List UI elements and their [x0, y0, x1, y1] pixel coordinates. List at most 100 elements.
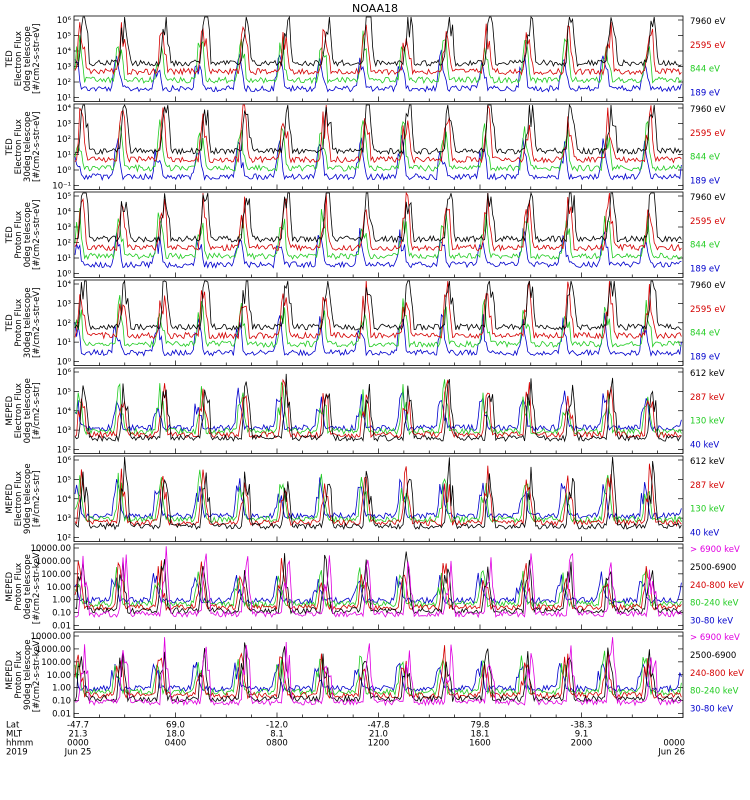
trace-7960-ev [74, 279, 682, 332]
trace-844-ev [74, 295, 682, 349]
x-tick-value-hhmm: 2000 [571, 739, 593, 749]
legend-entry: 189 eV [690, 353, 720, 363]
y-tick-label: 10⁴ [57, 280, 72, 290]
legend-entry: 189 eV [690, 265, 720, 275]
y-axis-label-line: Electron Flux [14, 383, 24, 438]
y-tick-label: 10⁻¹ [52, 182, 71, 192]
y-axis-label: TED Electron Flux 0deg telescope [#/cm2-s-s… [5, 24, 42, 94]
x-tick-value-mlt: 9.1 [575, 730, 589, 740]
y-tick-label: 10.00 [47, 671, 71, 681]
y-axis-label: MEPED Electron Flux 90deg telescope [#/cm2-… [5, 463, 42, 534]
trace-2595-ev [74, 280, 682, 340]
y-tick-label: 0.10 [52, 697, 71, 707]
trace--6900-kev [74, 546, 682, 619]
y-tick-label: 10⁵ [57, 387, 71, 397]
x-tick-value-hhmm: 1600 [469, 739, 491, 749]
y-tick-label: 1.00 [52, 684, 71, 694]
y-axis-label-line: 90deg telescope [23, 463, 33, 534]
y-tick-label: 10² [57, 135, 71, 145]
trace-240-800-kev [74, 645, 682, 700]
y-tick-label: 10² [57, 78, 71, 88]
y-tick-label: 10² [57, 534, 71, 544]
y-tick-label: 10⁶ [57, 16, 72, 26]
trace-2595-ev [74, 104, 682, 164]
y-tick-label: 10000.00 [30, 632, 71, 642]
y-axis-label-line: [#/cm2-s-str-eV] [32, 112, 42, 182]
x-tick-value-mlt: 18.1 [471, 730, 490, 740]
y-tick-label: 10³ [57, 426, 71, 436]
x-tick-value-lat: -47.8 [368, 721, 390, 731]
legend-entry: 2500-6900 [690, 651, 736, 661]
y-tick-label: 10⁵ [57, 32, 71, 42]
y-tick-label: 10² [57, 239, 71, 249]
x-tick-value-lat: -12.0 [266, 721, 288, 731]
y-tick-label: 10³ [57, 120, 71, 130]
x-tick-value-mlt: 18.0 [166, 730, 185, 740]
legend-entry: 7960 eV [690, 17, 726, 27]
trace-240-800-kev [74, 558, 682, 612]
legend-entry: 189 eV [690, 89, 720, 99]
trace-30-80-kev [74, 660, 682, 693]
y-tick-label: 10³ [57, 299, 71, 309]
y-axis-label-line: [#/cm2-s-str-eV] [32, 24, 42, 94]
y-axis-label-line: 90deg telescope [23, 639, 33, 710]
panel-frame [73, 455, 684, 542]
panel-frame [73, 367, 684, 454]
y-axis-label-line: 0deg telescope [23, 202, 33, 267]
y-axis-label-line: 0deg telescope [23, 26, 33, 91]
trace-189-ev [74, 134, 682, 181]
panel-frame [73, 15, 684, 102]
x-tick-value-date: Jun 25 [64, 748, 92, 758]
trace-2595-ev [74, 21, 682, 76]
y-axis-label-line: Proton Flux [14, 651, 24, 699]
y-axis-label-line: [#/cm2-s-str-eV] [32, 200, 42, 270]
x-tick-value-mlt: 21.0 [369, 730, 388, 740]
legend-entry: 287 keV [690, 393, 725, 403]
legend-entry: 844 eV [690, 329, 720, 339]
y-tick-label: 10⁴ [57, 208, 72, 218]
trace-189-ev [74, 227, 682, 269]
x-tick-value-hhmm: 0400 [165, 739, 187, 749]
panel-3: 10⁵ 10⁴ 10³ 10² 10¹ 10⁰ TED Proton Flux 0deg tel… [5, 191, 726, 280]
y-axis-label-line: 30deg telescope [23, 111, 33, 182]
legend-entry: > 6900 keV [690, 545, 740, 555]
panel-frame [73, 279, 684, 366]
y-tick-label: 10¹ [57, 94, 71, 104]
trace-130-kev [74, 379, 682, 436]
legend-entry: 30-80 keV [690, 617, 733, 627]
legend-entry: 844 eV [690, 153, 720, 163]
y-axis-label-line: MEPED [5, 659, 15, 689]
y-tick-label: 10⁴ [57, 104, 72, 114]
y-tick-label: 10⁴ [57, 47, 72, 57]
x-tick-value-hhmm: 0000 [67, 739, 89, 749]
y-tick-label: 10¹ [57, 338, 71, 348]
trace-30-80-kev [74, 571, 682, 605]
x-row-label: MLT [6, 730, 23, 740]
legend-entry: 240-800 keV [690, 669, 744, 679]
trace-189-ev [74, 312, 682, 357]
legend-entry: 40 keV [690, 529, 719, 539]
y-tick-label: 10² [57, 446, 71, 456]
x-row-label: hhmm [6, 739, 33, 749]
x-tick-value-lat: -38.3 [571, 721, 593, 731]
y-axis-label-line: Electron Flux [14, 471, 24, 526]
y-tick-label: 1000.00 [36, 557, 71, 567]
legend-entry: 80-240 keV [690, 687, 739, 697]
legend-entry: 2595 eV [690, 41, 726, 51]
y-tick-label: 10¹ [57, 151, 71, 161]
y-tick-label: 1.00 [52, 596, 71, 606]
y-tick-label: 10⁴ [57, 407, 72, 417]
y-tick-label: 10⁵ [57, 192, 71, 202]
y-axis-label-line: TED [5, 226, 15, 245]
y-axis-label-line: Electron Flux [14, 31, 24, 86]
y-tick-label: 10⁰ [57, 166, 72, 176]
panel-1: 10⁶ 10⁵ 10⁴ 10³ 10² 10¹ TED Electron Flux 0deg t… [5, 15, 726, 104]
trace-2595-ev [74, 191, 682, 252]
legend-entry: 130 keV [690, 417, 725, 427]
trace-130-kev [74, 469, 682, 524]
trace--6900-kev [74, 637, 682, 707]
trace-612-kev [74, 456, 682, 531]
y-axis-label-line: TED [5, 50, 15, 69]
y-tick-label: 100.00 [41, 658, 71, 668]
